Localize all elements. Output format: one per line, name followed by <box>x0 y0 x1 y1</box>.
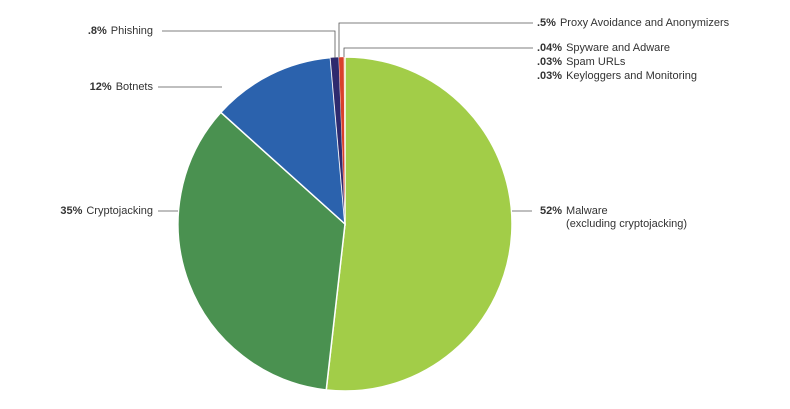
category-label: Cryptojacking <box>86 205 153 217</box>
category-label: Proxy Avoidance and Anonymizers <box>559 17 730 29</box>
value-label: 52% <box>540 205 563 217</box>
slice-label: 52% Malware (excluding cryptojacking) <box>540 205 687 231</box>
leader-line <box>162 30 336 58</box>
pie-slice <box>219 56 346 226</box>
value-label: .5% <box>537 17 556 29</box>
category-label: Spam URLs <box>566 56 626 68</box>
slice-label: .04% Spyware and Adware <box>537 42 670 55</box>
value-label: .8% <box>87 25 107 37</box>
leader-line <box>343 47 533 57</box>
value-label: .03% <box>537 70 563 82</box>
pie-slice <box>325 56 513 392</box>
slice-label: .8% Phishing <box>88 25 153 38</box>
slice-label: .03% Spam URLs <box>537 56 625 69</box>
pie-slice <box>177 111 346 391</box>
category-label: Phishing <box>110 25 153 37</box>
value-label: 35% <box>60 205 83 217</box>
slice-label: .5% Proxy Avoidance and Anonymizers <box>537 17 729 30</box>
category-label: Malware (excluding cryptojacking) <box>566 205 688 230</box>
leader-line <box>338 22 533 57</box>
category-label: Spyware and Adware <box>566 42 671 54</box>
category-label: Keyloggers and Monitoring <box>566 70 697 82</box>
value-label: .03% <box>537 56 563 68</box>
slice-label: .03% Keyloggers and Monitoring <box>537 70 697 83</box>
slice-label: 35% Cryptojacking <box>60 205 153 218</box>
category-label: Botnets <box>115 81 153 93</box>
value-label: .04% <box>537 42 563 54</box>
value-label: 12% <box>89 81 112 93</box>
slice-label: 12% Botnets <box>90 81 153 94</box>
